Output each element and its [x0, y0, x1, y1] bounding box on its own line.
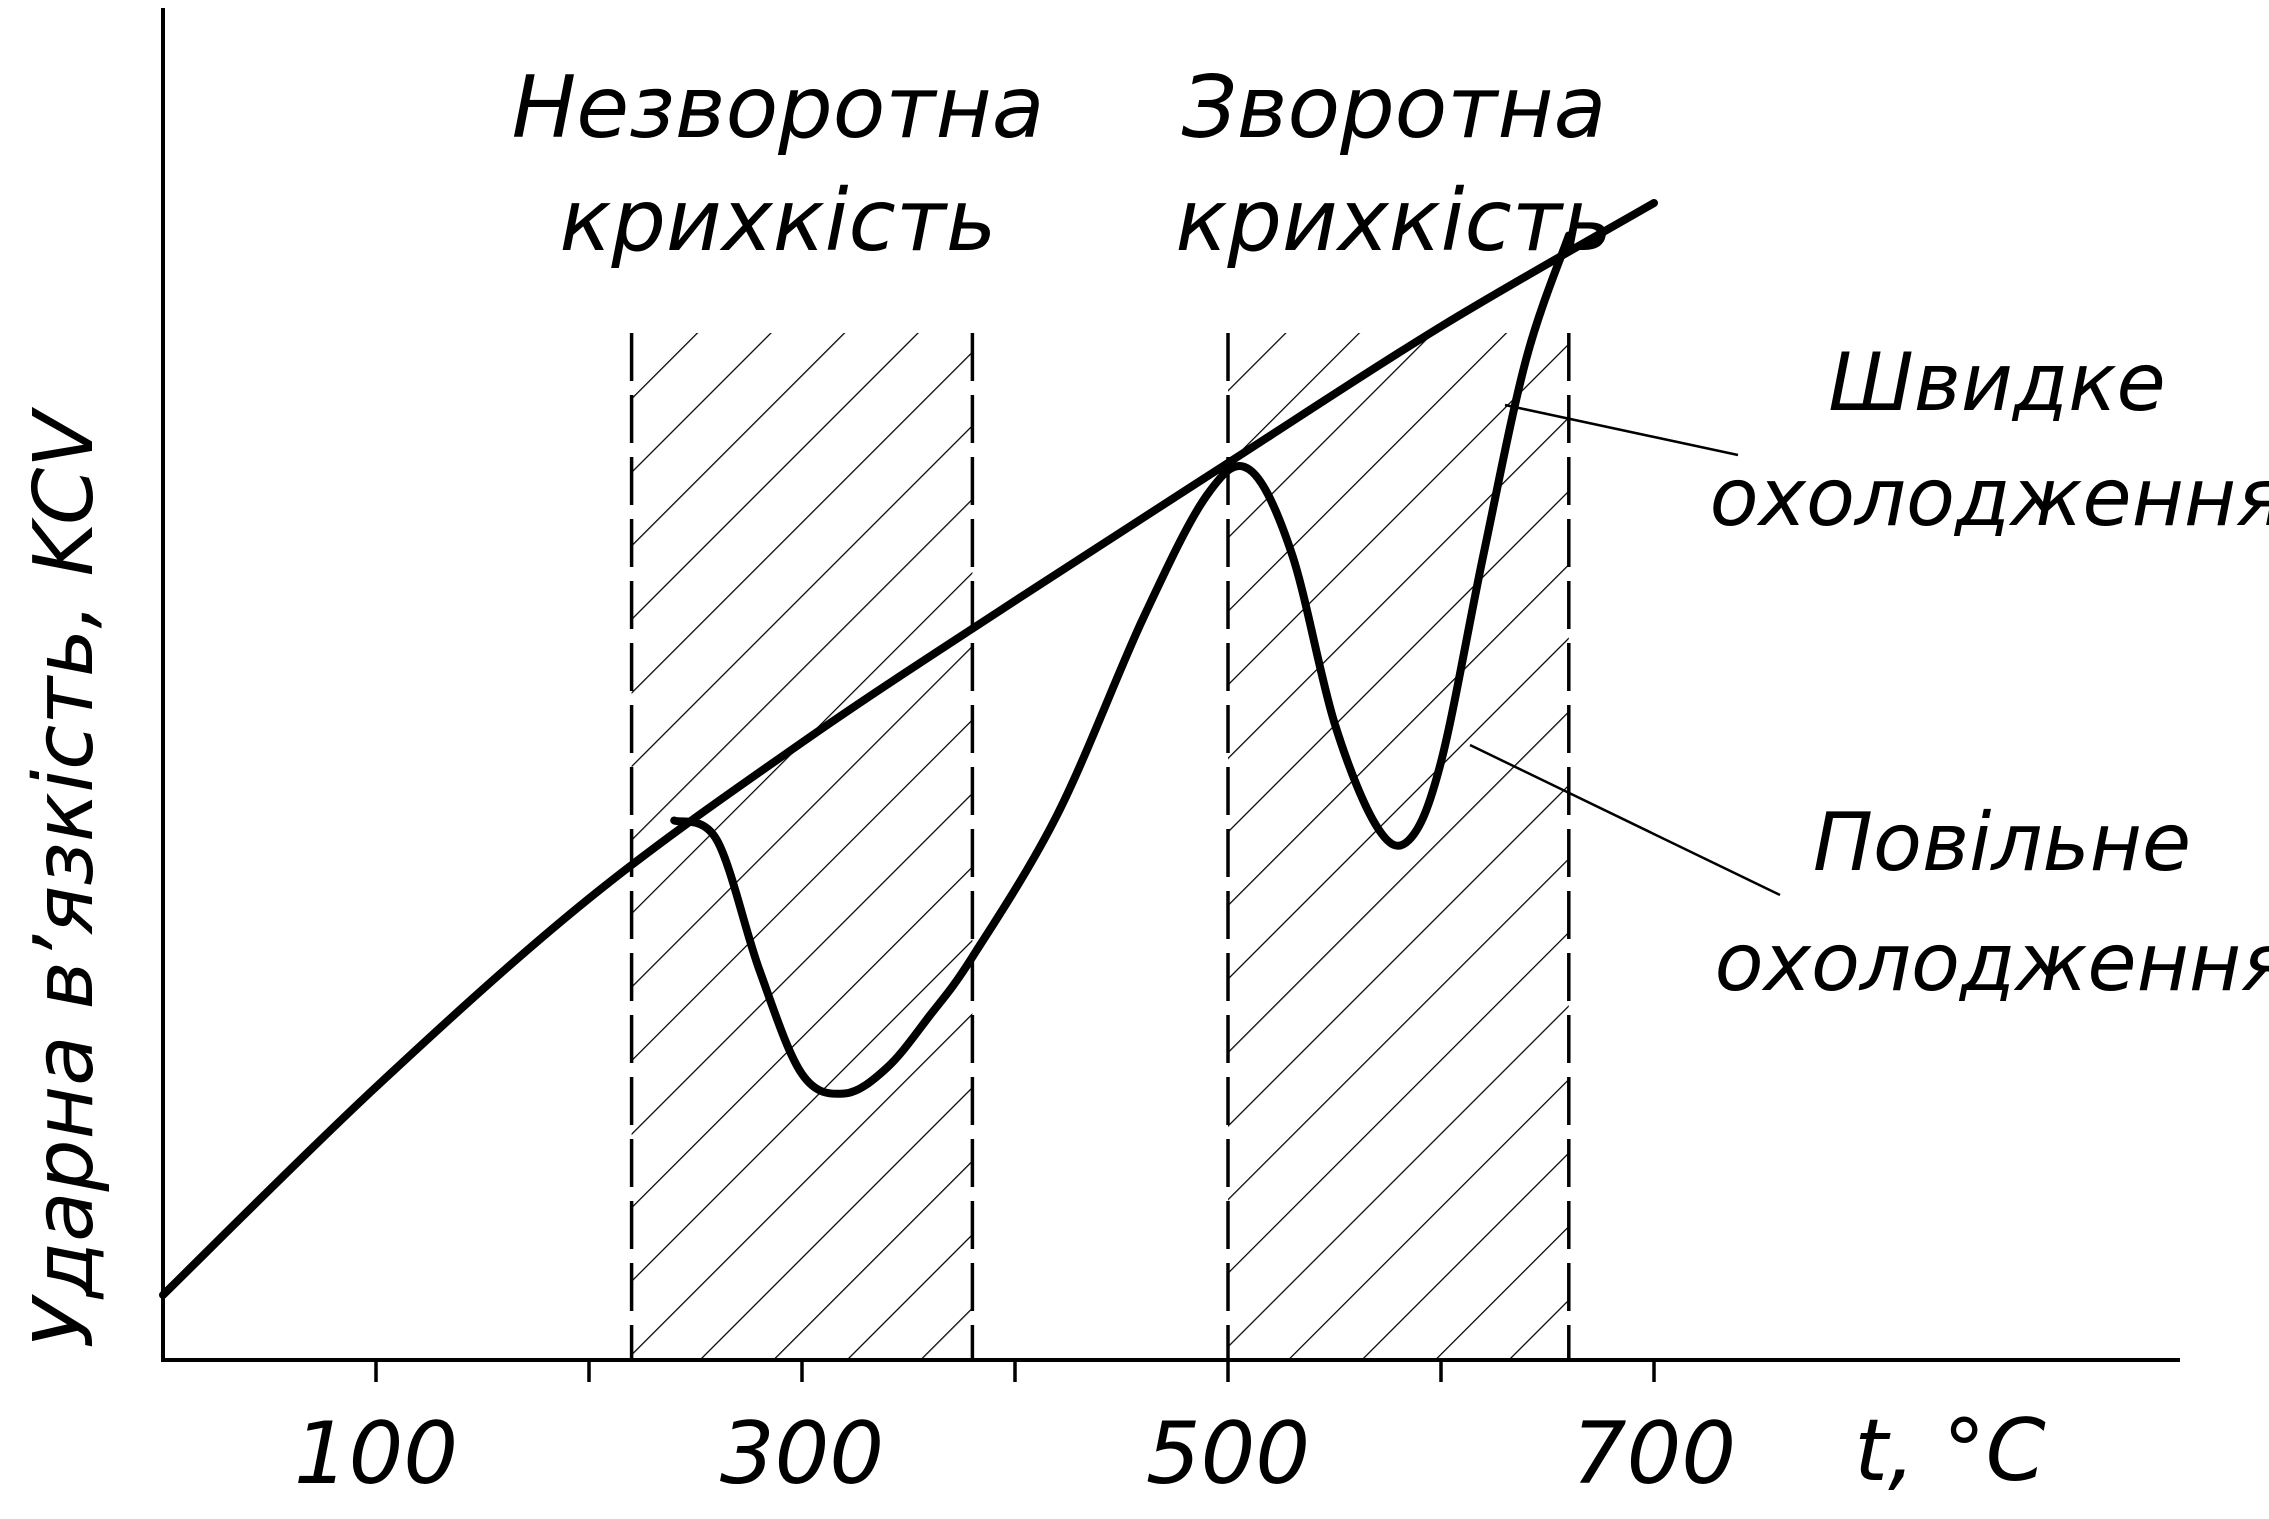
x-tick-label-2: 500	[1146, 1404, 1310, 1504]
series-label-fast-cooling-line1: Швидке	[1828, 336, 2166, 429]
series-label-fast-cooling-line2: охолодження	[1710, 451, 2269, 544]
fast-cooling-leader-line	[1504, 403, 1739, 457]
slow-cooling-leader-line	[1469, 743, 1781, 897]
x-tick-labels: 100 300 500 700	[294, 1404, 1736, 1504]
brittleness-regions	[629, 333, 1571, 1358]
x-axis-label: t, °C	[1854, 1401, 2045, 1501]
region-label-irreversible-line1: Незворотна	[512, 58, 1045, 158]
region-label-reversible-line2: крихкість	[1175, 171, 1612, 271]
x-tick-label-3: 700	[1572, 1404, 1736, 1504]
y-axis-label: Ударна в’язкість, KCV	[17, 407, 112, 1349]
series-label-slow-cooling-line2: охолодження	[1715, 916, 2269, 1009]
region-hatch-0	[631, 333, 973, 1358]
series-line-0	[159, 199, 1658, 1299]
series-line-1	[670, 231, 1573, 1098]
region-label-reversible-line1: Зворотна	[1182, 58, 1607, 158]
series-curves	[159, 199, 1658, 1299]
x-tick-label-1: 300	[720, 1404, 884, 1504]
x-tick-label-0: 100	[294, 1404, 458, 1504]
region-label-irreversible-line2: крихкість	[559, 171, 996, 271]
x-axis-ticks	[374, 1360, 1656, 1382]
series-label-slow-cooling-line1: Повільне	[1813, 796, 2191, 889]
